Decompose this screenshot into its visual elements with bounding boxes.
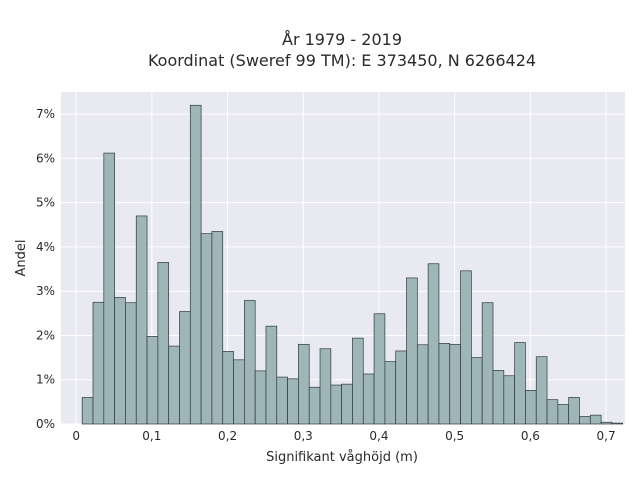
bar-12 [211,231,224,425]
bar-45 [568,397,580,425]
bar-38 [492,370,505,425]
y-axis-ticks: 0% 1% 2% 3% 4% 5% 6% 7% [36,107,55,431]
bar-9 [179,311,191,425]
bar-27 [373,313,386,425]
y-tick-label-5: 5% [36,196,55,210]
x-tick-label-1: 0,1 [142,429,161,443]
bar-29 [395,350,407,425]
bar-17 [265,325,278,425]
bar-4 [125,302,137,425]
x-axis-label: Signifikant våghöjd (m) [266,450,418,465]
bar-39 [503,375,515,425]
x-tick-label-5: 0,5 [445,429,464,443]
bar-30 [406,277,418,425]
bar-24 [341,383,353,425]
bar-33 [438,343,451,425]
y-tick-label-1: 1% [36,373,55,387]
bar-42 [535,356,548,425]
bar-23 [330,384,343,425]
bar-6 [146,336,159,425]
y-tick-label-2: 2% [36,328,55,342]
bar-19 [287,378,299,425]
histogram-bars [81,104,624,425]
bar-47 [589,414,602,425]
bar-18 [276,376,288,425]
x-axis-ticks: 0 0,1 0,2 0,3 0,4 0,5 0,6 0,7 [72,429,615,443]
bar-32 [427,263,440,425]
bar-25 [352,337,364,425]
bar-13 [222,351,234,425]
bar-10 [189,104,202,425]
y-axis-label: Andel [14,240,29,277]
bar-37 [481,302,494,425]
bar-49 [611,422,624,425]
bar-0 [81,397,94,425]
y-tick-label-0: 0% [36,417,55,431]
bar-16 [254,370,267,425]
bar-35 [460,270,472,425]
x-tick-label-2: 0,2 [218,429,237,443]
bar-15 [244,300,256,425]
bar-2 [103,152,115,425]
x-tick-label-6: 0,6 [521,429,540,443]
y-tick-label-4: 4% [36,240,55,254]
y-tick-label-6: 6% [36,151,55,165]
bar-36 [471,357,483,425]
y-tick-label-7: 7% [36,107,55,121]
bar-1 [92,301,105,425]
x-tick-label-0: 0 [72,429,80,443]
y-tick-label-3: 3% [36,284,55,298]
bar-48 [600,421,613,425]
bar-28 [384,361,397,425]
bar-21 [308,386,321,425]
x-tick-label-3: 0,3 [294,429,313,443]
chart-title-line2: Koordinat (Sweref 99 TM): E 373450, N 62… [148,51,536,70]
bar-14 [233,359,245,425]
bar-40 [514,342,526,425]
x-tick-label-7: 0,7 [597,429,616,443]
bar-11 [200,233,213,425]
bar-43 [546,399,559,425]
bar-5 [135,215,148,425]
bar-8 [168,345,180,425]
bar-20 [298,343,310,425]
bar-7 [157,262,170,425]
bar-44 [557,404,570,425]
x-tick-label-4: 0,4 [369,429,388,443]
bar-26 [362,373,375,425]
chart-title-line1: År 1979 - 2019 [282,30,402,49]
bar-34 [449,343,461,425]
bar-31 [416,344,429,425]
bar-41 [525,390,537,425]
bar-3 [114,297,126,425]
bar-22 [319,348,332,425]
bar-46 [579,416,591,425]
